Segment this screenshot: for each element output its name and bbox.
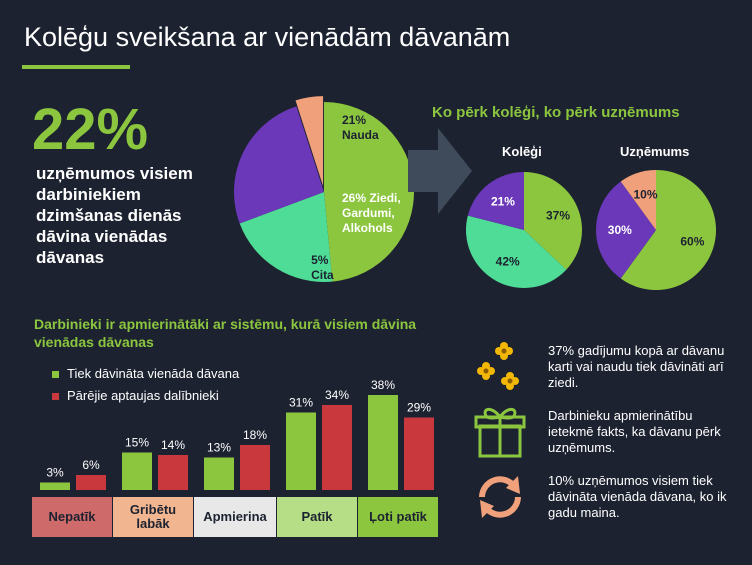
bar-value-label: 13% [207,441,231,455]
pie-slice-label: 21% Nauda [342,113,379,142]
pie-slice [620,170,716,290]
bar-chart-title: Darbinieki ir apmierinātāki ar sistēmu, … [34,316,417,350]
pie-slice [295,96,324,187]
pie-slice-label: 5% Cita [311,253,334,282]
pie-slice [596,181,656,279]
pie-slice-label: 37% [546,209,570,223]
pie-slice-label: 60% [680,234,704,248]
arrow-right-icon [408,128,472,214]
bar-value-label: 3% [46,466,64,480]
uznemums-pie-title: Uzņēmums [620,144,690,159]
title-underline [22,65,130,69]
highlight-percent: 22% [32,97,149,162]
cycle-arrows-icon [479,476,521,518]
kolegi-pie-chart: 37% 42% 21% [466,172,582,288]
bar [404,417,434,490]
bar [240,445,270,490]
bar-value-label: 34% [325,388,349,402]
category-patik: Patīk [277,497,357,537]
bar [368,395,398,490]
page-title: Kolēģu sveikšana ar vienādām dāvanām [24,22,511,52]
gift-icon [474,407,526,458]
category-loti-patik: Ļoti patīk [358,497,438,537]
uznemums-pie-chart: 60% 30% 10% [596,170,716,290]
bar [286,412,316,490]
highlight-text: uzņēmumos visiem darbiniekiem dzimšanas … [36,164,193,267]
legend-item-others: Pārējie aptaujas dalībnieki [52,388,219,403]
kolegi-pie-title: Kolēģi [502,144,542,159]
bar [204,457,234,490]
bar [76,475,106,490]
note-cycle: 10% uzņēmumos visiem tiek dāvināta vienā… [548,473,727,520]
bar-value-label: 14% [161,438,185,452]
legend-label: Tiek dāvināta vienāda dāvana [67,366,240,381]
buyers-title: Ko pērk kolēģi, ko pērk uzņēmums [432,104,680,121]
legend-label: Pārējie aptaujas dalībnieki [67,388,219,403]
pie-slice [524,172,582,270]
flowers-icon [477,342,519,390]
pie-slice [466,215,567,288]
note-gift: Darbinieku apmierinātību ietekmē fakts, … [548,408,721,455]
legend-swatch-green [52,371,59,379]
bar-chart: 3% 6% 15% 14% 13% 18% 31% 34% 38% 29% [40,378,434,490]
pie-slice-label: 30% [608,223,632,237]
pie-slice-label: 21% [491,195,515,209]
bar-value-label: 18% [243,428,267,442]
bar [322,405,352,490]
category-gribetu-labak: Gribētu labāk [113,497,193,537]
pie-slice [467,172,524,230]
bar-value-label: 29% [407,401,431,415]
bar [122,452,152,490]
bar-value-label: 38% [371,378,395,392]
pie-slice [234,106,324,224]
pie-slice [239,192,333,282]
legend-item-same-gift: Tiek dāvināta vienāda dāvana [52,366,239,381]
pie-slice-label: 10% [634,188,658,202]
bar [40,482,70,490]
legend-swatch-red [52,393,59,401]
pie-slice [324,102,414,282]
note-flowers: 37% gadījumu kopā ar dāvanu karti vai na… [548,343,725,390]
pie-slice [620,170,656,230]
pie-slice-label: 42% [496,255,520,269]
category-nepatik: Nepatīk [32,497,112,537]
bar-value-label: 15% [125,436,149,450]
bar [158,455,188,490]
bar-value-label: 31% [289,396,313,410]
category-apmierina: Apmierina [194,497,276,537]
pie-slice-label: 26% Ziedi, Gardumi, Alkohols [342,191,401,235]
bar-value-label: 6% [82,458,100,472]
